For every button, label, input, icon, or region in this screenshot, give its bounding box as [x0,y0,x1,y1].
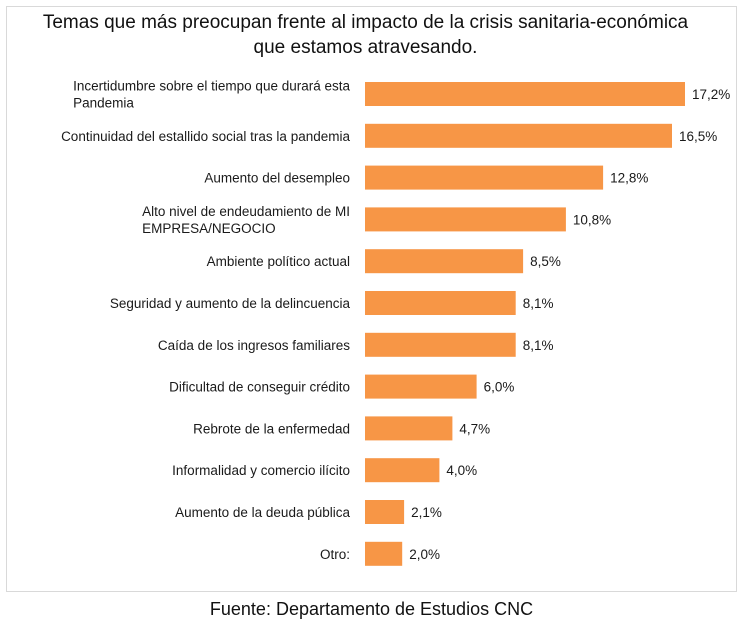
category-label: Pandemia [73,96,134,111]
category-label: Dificultad de conseguir crédito [169,380,350,395]
bar [365,416,453,441]
bar [365,165,604,190]
bar [365,374,477,399]
data-label: 6,0% [484,380,515,395]
source-note: Fuente: Departamento de Estudios CNC [209,599,534,619]
bar [365,500,405,524]
data-label: 4,0% [446,463,477,478]
data-label: 8,1% [523,296,554,311]
category-label: Ambiente político actual [207,254,350,269]
bar [365,458,440,483]
chart-title: Temas que más preocupan frente al impact… [42,12,689,58]
data-label: 2,0% [409,547,440,562]
bar-chart: 17,2% Incertidumbre sobre el tiempo que d… [61,79,730,566]
bar [365,123,672,148]
category-label: Caída de los ingresos familiares [158,338,350,353]
category-label: Informalidad y comercio ilícito [172,463,350,478]
data-label: 10,8% [573,212,611,227]
category-label: Alto nivel de endeudamiento de MI [142,204,350,219]
bar [365,332,516,357]
category-label: Aumento de la deuda pública [175,505,350,520]
category-label: Otro: [320,547,350,562]
bar [365,207,566,232]
data-label: 16,5% [679,129,717,144]
data-label: 17,2% [692,87,730,102]
bar [365,291,516,315]
data-label: 12,8% [610,171,648,186]
category-label: EMPRESA/NEGOCIO [142,221,276,236]
data-label: 2,1% [411,505,442,520]
bar [365,249,524,274]
data-label: 4,7% [459,421,490,436]
bar [365,541,403,566]
category-label: Continuidad del estallido social tras la… [61,129,350,144]
data-label: 8,1% [523,338,554,353]
category-label: Aumento del desempleo [204,171,350,186]
category-label: Incertidumbre sobre el tiempo que durará… [73,79,350,94]
category-label: Seguridad y aumento de la delincuencia [110,296,351,311]
category-label: Rebrote de la enfermedad [193,421,350,436]
data-label: 8,5% [530,254,561,269]
bar [365,82,685,106]
